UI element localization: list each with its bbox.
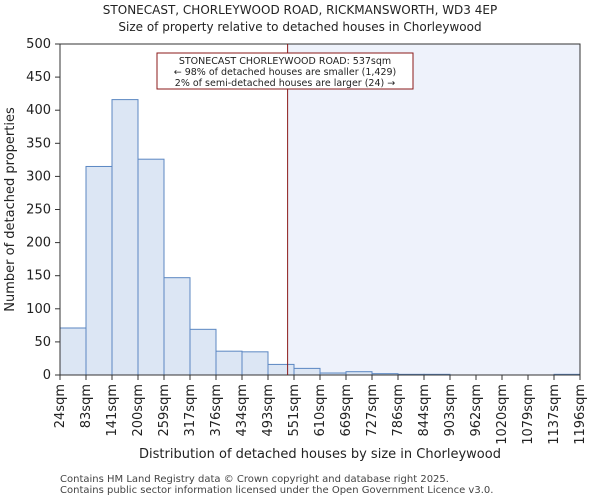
histogram-bar xyxy=(59,327,87,376)
x-tick-label: 83sqm xyxy=(79,384,94,428)
histogram-bar xyxy=(293,367,321,376)
y-tick-label: 50 xyxy=(34,335,51,350)
y-tick-label: 500 xyxy=(26,37,51,52)
y-tick-label: 300 xyxy=(26,169,51,184)
x-tick-label: 727sqm xyxy=(365,384,380,437)
annotation-box xyxy=(156,52,414,90)
x-tick-label: 24sqm xyxy=(53,384,68,428)
histogram-bar xyxy=(137,158,165,376)
footer-copyright: Contains HM Land Registry data © Crown c… xyxy=(60,474,449,485)
x-tick-label: 610sqm xyxy=(313,384,328,437)
histogram-bar xyxy=(111,99,139,376)
x-tick-label: 551sqm xyxy=(287,384,302,437)
larger-region-shade xyxy=(287,44,580,375)
x-tick-label: 259sqm xyxy=(157,384,172,437)
x-tick-label: 200sqm xyxy=(131,384,146,437)
x-tick-label: 903sqm xyxy=(443,384,458,437)
annotation-line: ← 98% of detached houses are smaller (1,… xyxy=(174,67,397,78)
y-tick-label: 250 xyxy=(26,203,51,218)
y-tick-label: 350 xyxy=(26,136,51,151)
histogram-bar xyxy=(85,165,113,376)
x-tick-label: 1079sqm xyxy=(521,384,536,445)
x-tick-label: 376sqm xyxy=(209,384,224,437)
x-tick-label: 1137sqm xyxy=(547,384,562,445)
bar-chart: 0 50 100 150 200 250 300 350 400 450 500 24sqm 83sqm… xyxy=(3,37,588,462)
annotation-line: STONECAST CHORLEYWOOD ROAD: 537sqm xyxy=(179,56,391,67)
x-tick-label: 1020sqm xyxy=(495,384,510,445)
histogram-bar xyxy=(215,350,243,376)
x-tick-label: 1196sqm xyxy=(573,384,588,445)
x-tick-label: 786sqm xyxy=(391,384,406,437)
histogram-bar xyxy=(163,277,191,376)
histogram-bar xyxy=(189,328,217,376)
y-tick-label: 400 xyxy=(26,103,51,118)
y-axis-label: Number of detached properties xyxy=(3,107,18,312)
y-tick-label: 200 xyxy=(26,236,51,251)
chart-subtitle: Size of property relative to detached ho… xyxy=(118,20,482,34)
histogram-bar xyxy=(267,363,295,376)
x-axis-label: Distribution of detached houses by size … xyxy=(139,447,501,462)
x-tick-label: 962sqm xyxy=(469,384,484,437)
y-tick-label: 150 xyxy=(26,269,51,284)
y-tick-label: 100 xyxy=(26,302,51,317)
annotation-line: 2% of semi-detached houses are larger (2… xyxy=(175,78,395,89)
y-tick-label: 450 xyxy=(26,70,51,85)
x-tick-label: 493sqm xyxy=(261,384,276,437)
x-tick-label: 669sqm xyxy=(339,384,354,437)
x-tick-label: 317sqm xyxy=(183,384,198,437)
x-tick-label: 434sqm xyxy=(235,384,250,437)
x-tick-label: 844sqm xyxy=(417,384,432,437)
footer-licence: Contains public sector information licen… xyxy=(60,485,494,496)
x-tick-label: 141sqm xyxy=(105,384,120,437)
histogram-bar xyxy=(241,351,269,376)
y-tick-label: 0 xyxy=(43,368,51,383)
chart-title: STONECAST, CHORLEYWOOD ROAD, RICKMANSWOR… xyxy=(102,3,498,17)
